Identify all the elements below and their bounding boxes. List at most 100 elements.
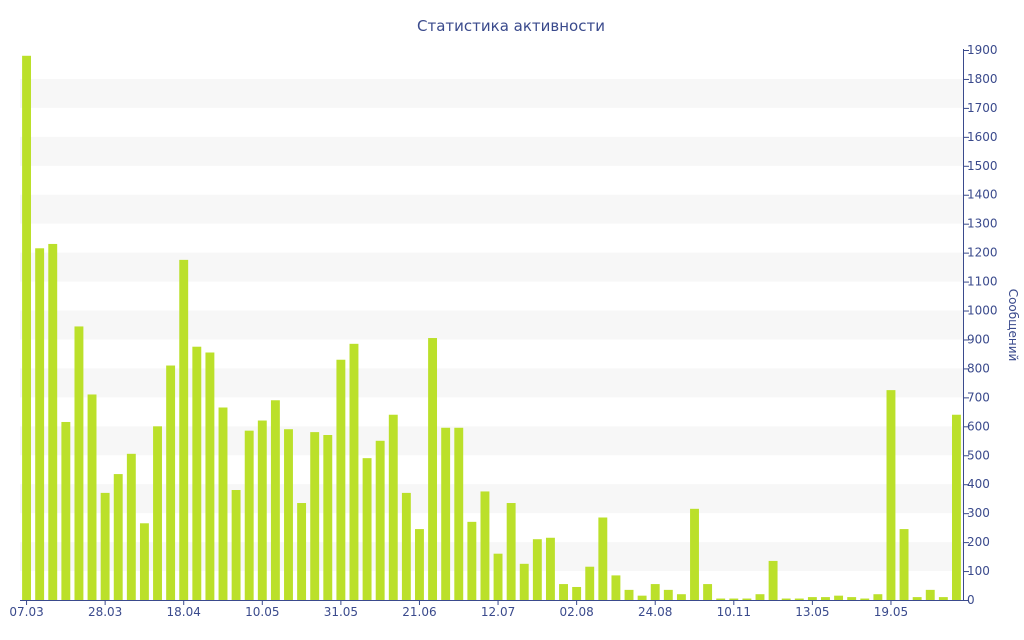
bar xyxy=(415,529,424,600)
y-tick-label: 1300 xyxy=(967,217,998,231)
grid-band xyxy=(20,194,963,224)
y-tick-label: 1700 xyxy=(967,101,998,115)
bar xyxy=(768,560,778,600)
bar xyxy=(807,597,817,600)
y-axis-title: Сообщений xyxy=(1006,289,1020,362)
bar xyxy=(611,575,621,600)
y-tick-label: 1200 xyxy=(967,246,998,260)
y-tick-label: 1000 xyxy=(967,304,998,318)
y-tick-label: 900 xyxy=(967,332,990,346)
bar xyxy=(650,584,660,600)
y-tick-label: 1400 xyxy=(967,188,998,202)
bar xyxy=(74,326,84,600)
bar xyxy=(873,594,883,600)
bar xyxy=(794,598,804,600)
bar xyxy=(87,394,97,600)
grid-band xyxy=(20,310,963,340)
bar xyxy=(925,589,935,600)
bar xyxy=(126,453,136,600)
bar xyxy=(834,595,844,600)
bar xyxy=(912,597,922,600)
grid-band xyxy=(20,542,963,572)
bar xyxy=(716,598,726,600)
bar xyxy=(454,427,464,600)
bar xyxy=(585,566,595,600)
bar xyxy=(663,589,673,600)
bar xyxy=(428,338,438,600)
bar xyxy=(624,589,634,600)
bar xyxy=(951,414,961,600)
bar xyxy=(860,598,870,600)
bar xyxy=(270,400,280,600)
bar xyxy=(349,343,359,600)
bar xyxy=(362,458,372,600)
y-tick-label: 200 xyxy=(967,535,990,549)
bar xyxy=(821,597,830,600)
bar xyxy=(545,537,555,600)
bar xyxy=(690,508,699,600)
y-tick-label: 700 xyxy=(967,390,990,404)
x-tick-label: 12.07 xyxy=(481,605,515,619)
y-tick-label: 800 xyxy=(967,361,990,375)
bar xyxy=(676,594,686,600)
bar xyxy=(886,390,896,600)
x-tick-label: 21.06 xyxy=(402,605,436,619)
y-tick-label: 1600 xyxy=(967,130,998,144)
grid-band xyxy=(20,252,963,282)
bar xyxy=(480,491,490,600)
y-tick-label: 600 xyxy=(967,419,990,433)
grid-band xyxy=(20,368,963,398)
x-axis-ticks: 07.03 28.03 18.04 10.05 31.05 21.06 12.07 02.08… xyxy=(9,600,908,619)
bar xyxy=(938,597,948,600)
bar xyxy=(899,529,909,600)
y-tick-label: 0 xyxy=(967,593,975,607)
bar xyxy=(703,584,713,600)
grid-band xyxy=(20,426,963,456)
y-tick-label: 1900 xyxy=(967,43,998,57)
bar xyxy=(493,553,503,600)
bar xyxy=(401,492,411,600)
bars-group xyxy=(22,55,961,600)
bar xyxy=(244,430,254,600)
bar xyxy=(48,243,58,600)
x-tick-label: 10.05 xyxy=(245,605,279,619)
y-tick-label: 300 xyxy=(967,506,990,520)
y-tick-label: 400 xyxy=(967,477,990,491)
bar xyxy=(729,598,739,600)
bar xyxy=(506,503,516,600)
bar xyxy=(441,427,451,600)
grid-bands xyxy=(20,78,963,572)
x-tick-label: 10.11 xyxy=(717,605,751,619)
bar xyxy=(323,435,333,600)
x-tick-label: 28.03 xyxy=(88,605,122,619)
y-axis-ticks: 0 100 200 300 400 500 600 700 800 900 1000 1100 1200… xyxy=(963,43,998,607)
bar xyxy=(559,584,568,600)
bar xyxy=(61,421,71,600)
x-tick-label: 13.05 xyxy=(795,605,829,619)
bar xyxy=(231,490,241,600)
bar xyxy=(519,563,529,600)
bar xyxy=(532,539,542,600)
y-tick-label: 1100 xyxy=(967,275,998,289)
bar xyxy=(205,352,215,600)
bar xyxy=(192,346,202,600)
bar xyxy=(297,503,307,600)
bar xyxy=(179,259,189,600)
y-tick-label: 1800 xyxy=(967,72,998,86)
bar xyxy=(139,523,149,600)
bar xyxy=(388,414,398,600)
bar xyxy=(310,432,320,600)
bar xyxy=(755,594,765,600)
bar xyxy=(336,359,346,600)
bar xyxy=(284,429,293,600)
bar xyxy=(847,597,857,600)
y-tick-label: 1500 xyxy=(967,159,998,173)
x-tick-label: 18.04 xyxy=(167,605,201,619)
grid-band xyxy=(20,484,963,514)
grid-band xyxy=(20,78,963,108)
bar xyxy=(218,407,228,600)
chart-title: Статистика активности xyxy=(417,17,605,35)
bar xyxy=(166,365,176,600)
bar xyxy=(781,598,791,600)
